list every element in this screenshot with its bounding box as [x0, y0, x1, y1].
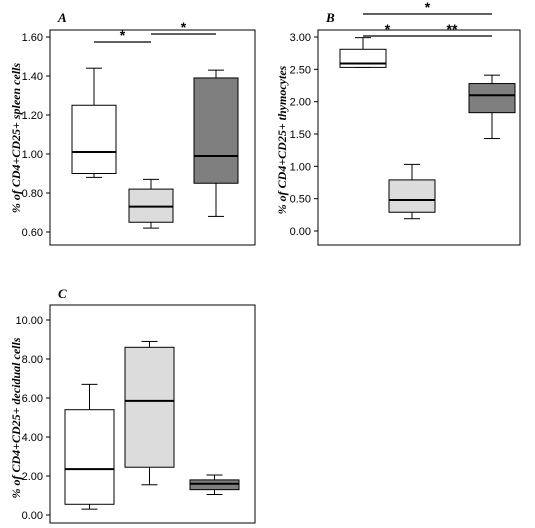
y-tick-label-c-3: 6.00: [22, 393, 43, 405]
y-tick-label-b-5: 2.50: [290, 64, 311, 76]
box-a-2: [128, 178, 174, 229]
y-tick-label-b-6: 3.00: [290, 32, 311, 44]
y-tick-label-a-5: 1.60: [22, 32, 43, 44]
significance-label-b-2: *: [385, 21, 391, 37]
significance-label-a-2: *: [181, 19, 187, 35]
significance-label-a-1: *: [120, 27, 126, 43]
box-a-1: [71, 67, 117, 178]
y-tick-label-b-1: 0.50: [290, 194, 311, 206]
plot-frame-c: [49, 304, 256, 524]
y-tick-label-a-1: 0.80: [22, 188, 43, 200]
box-c-3: [189, 474, 240, 496]
iqr-box-b-2: [388, 179, 436, 213]
panel-label-a: A: [57, 10, 67, 25]
panel-label-c: C: [58, 286, 67, 301]
y-axis-label-b: % of CD4+CD25+ thymocytes: [275, 65, 289, 214]
iqr-box-b-3: [468, 83, 516, 114]
box-b-2: [388, 163, 436, 220]
y-tick-label-a-0: 0.60: [22, 227, 43, 239]
y-tick-label-c-0: 0.00: [22, 510, 43, 522]
panel-b: B % of CD4+CD25+ thymocytes 0.00 0.50 1.00…: [275, 0, 521, 246]
box-c-1: [64, 383, 115, 510]
y-tick-label-a-4: 1.40: [22, 71, 43, 83]
box-c-2: [124, 340, 175, 486]
significance-label-b-1: *: [425, 0, 431, 15]
panel-a: A % of CD4+CD25+ spleen cells 0.60 0.80 1.…: [9, 10, 256, 246]
panel-label-b: B: [325, 10, 335, 25]
y-tick-label-c-4: 8.00: [22, 354, 43, 366]
iqr-box-b-1: [339, 48, 387, 68]
y-tick-label-b-4: 2.00: [290, 97, 311, 109]
iqr-box-a-3: [193, 77, 239, 184]
box-b-3: [468, 74, 516, 140]
significance-label-b-3: **: [447, 21, 458, 37]
y-tick-label-a-2: 1.00: [22, 149, 43, 161]
y-tick-label-b-3: 1.50: [290, 129, 311, 141]
box-b-1: [339, 37, 387, 68]
iqr-box-a-1: [71, 104, 117, 174]
y-tick-label-b-0: 0.00: [290, 226, 311, 238]
iqr-box-c-2: [124, 346, 175, 468]
y-axis-label-c: % of CD4+CD25+ decidual cells: [9, 337, 23, 498]
y-tick-label-a-3: 1.20: [22, 110, 43, 122]
panel-c: C % of CD4+CD25+ decidual cells 0.00 2.00…: [9, 286, 256, 524]
plot-frame-a: [49, 29, 256, 246]
y-tick-label-c-2: 4.00: [22, 432, 43, 444]
y-axis-label-a: % of CD4+CD25+ spleen cells: [9, 63, 23, 214]
plot-frame-b: [317, 29, 521, 246]
y-tick-label-b-2: 1.00: [290, 161, 311, 173]
iqr-box-c-1: [64, 409, 115, 505]
y-tick-label-c-5: 10.00: [15, 315, 43, 327]
box-a-3: [193, 69, 239, 217]
y-tick-label-c-1: 2.00: [22, 471, 43, 483]
